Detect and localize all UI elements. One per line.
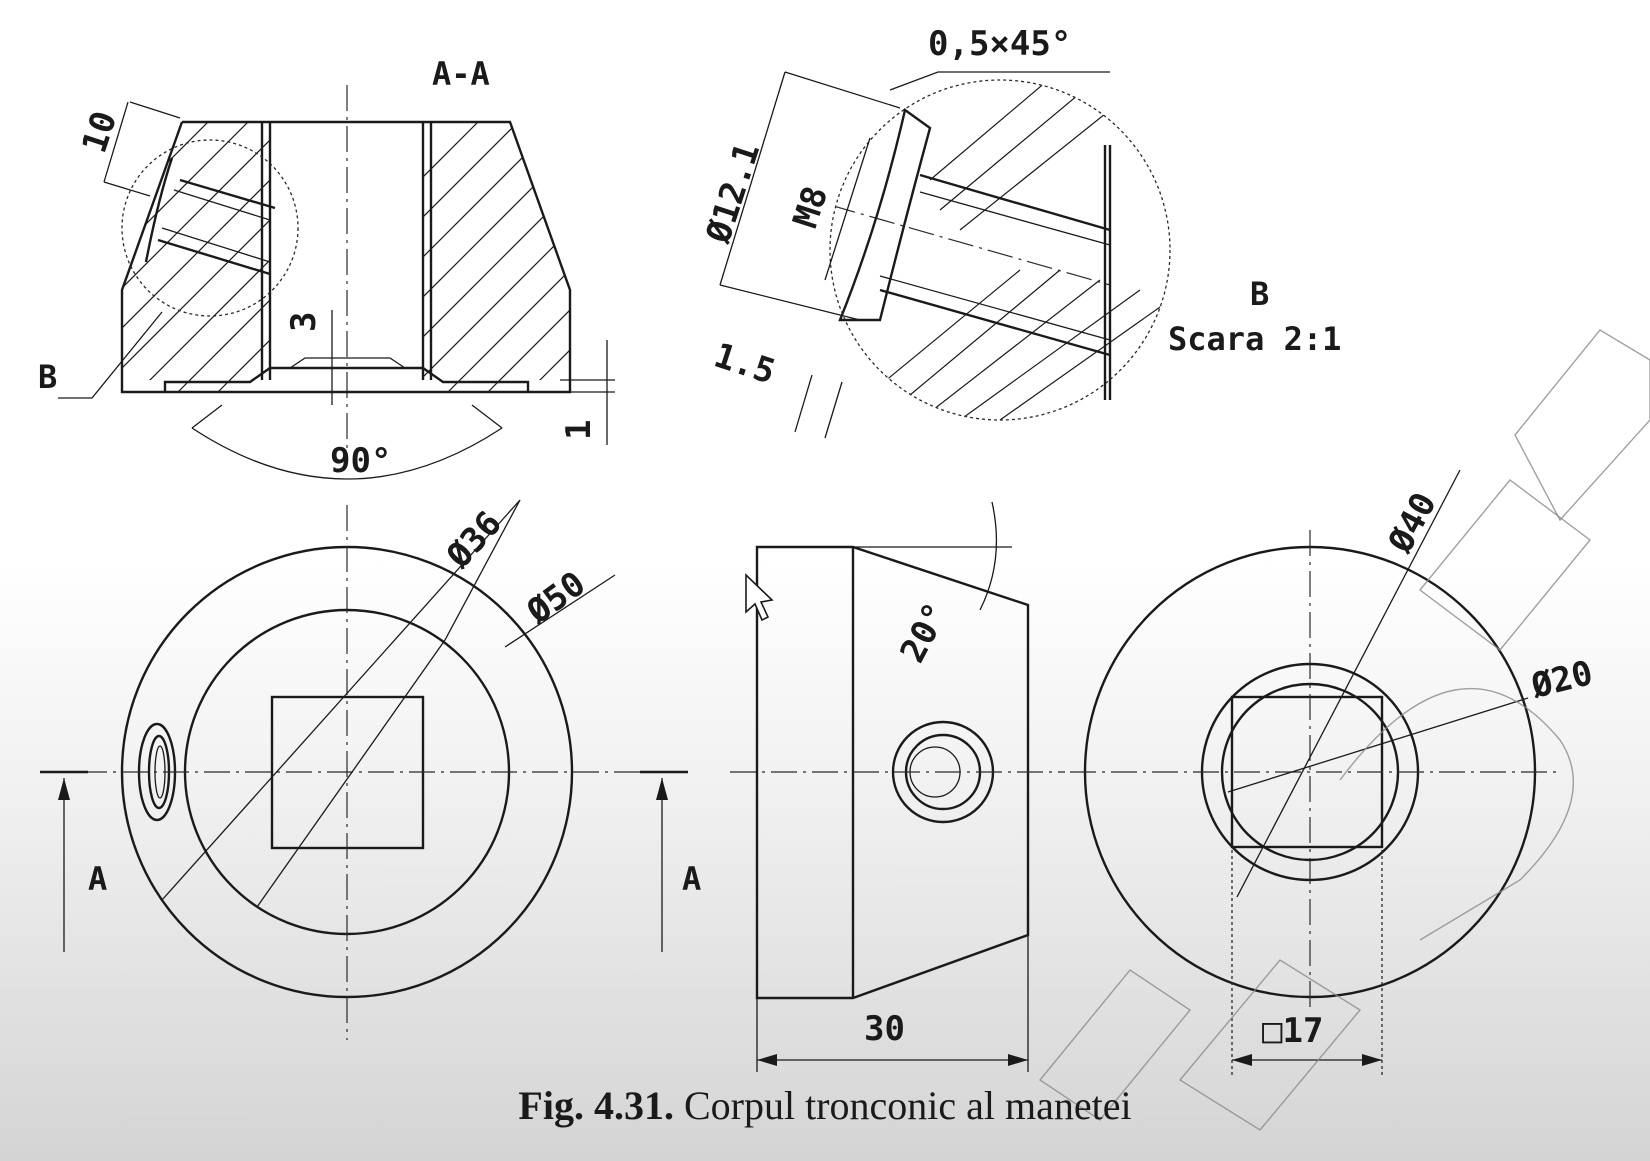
detail-view-b: 0,5×45° Ø12.1 M8 1.5 B Scara 2:1 [698,24,1341,439]
dim-thread-m8: M8 [786,181,837,232]
dim-dia-50: Ø50 [519,564,593,633]
dim-chamfer: 0,5×45° [928,24,1071,64]
watermark [1038,329,1650,1131]
dim-dia-36: Ø36 [438,504,509,577]
dim-3: 3 [284,312,324,332]
section-title: A-A [432,55,490,93]
dim-square-17: □17 [1262,1011,1323,1051]
cut-label-right: A [682,860,701,898]
figure-title: Corpul tronconic al manetei [683,1083,1132,1128]
figure-number: Fig. 4.31. [518,1083,674,1128]
angle-20: 20° [893,596,957,669]
detail-scale: Scara 2:1 [1168,320,1341,358]
mouse-cursor-icon [745,573,774,622]
dim-30: 30 [864,1009,905,1049]
dim-dia-40: Ø40 [1380,486,1445,560]
cut-label-left: A [88,860,107,898]
hatch-left [122,122,270,392]
dim-dia-20: Ø20 [1527,653,1597,707]
detail-chamfer-face [838,107,932,322]
angle-arc-90 [191,427,503,480]
detail-boundary [829,79,1171,421]
detail-ref-b: B [38,358,57,396]
angle-arc-20 [979,501,998,611]
angle-90: 90° [330,441,391,481]
dim-dia-12: Ø12.1 [698,138,768,249]
detail-b-circle [121,139,299,317]
front-view: Ø36 Ø50 A A [40,499,701,1040]
dim-1-5: 1.5 [709,336,780,393]
detail-label: B [1250,275,1269,313]
side-view: 20° 30 [730,501,1065,1072]
section-view-a-a: A-A [38,55,615,481]
dim-1: 1 [559,420,599,440]
back-view: Ø40 Ø20 □17 [1070,469,1597,1075]
dim-10: 10 [75,106,126,157]
figure-caption: Fig. 4.31. Corpul tronconic al manetei [0,1082,1650,1129]
cone-recess [163,366,530,392]
